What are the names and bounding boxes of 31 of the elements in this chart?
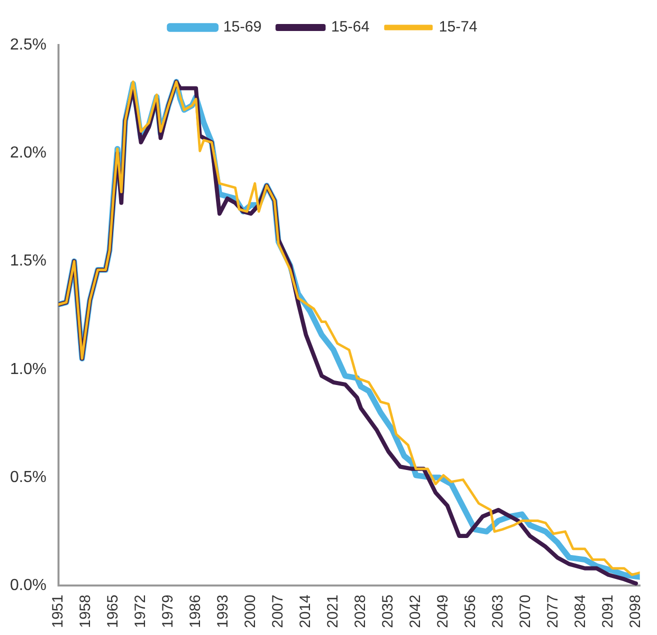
x-tick-label: 2063: [490, 594, 507, 628]
legend-label: 15-74: [438, 18, 478, 36]
x-tick-label: 2077: [544, 594, 562, 628]
y-tick-label: 2.5%: [10, 36, 46, 54]
legend-label: 15-64: [331, 18, 370, 36]
y-tick-label: 0.0%: [10, 577, 46, 594]
x-tick-label: 2049: [434, 594, 452, 628]
x-tick-label: 2070: [517, 594, 534, 628]
x-tick-label: 1972: [132, 594, 150, 628]
y-tick-label: 1.5%: [10, 252, 46, 270]
y-tick-label: 0.5%: [10, 468, 46, 486]
x-tick-label: 1951: [50, 594, 67, 628]
y-tick-label: 1.0%: [10, 360, 46, 378]
x-tick-label: 2000: [242, 594, 260, 628]
legend-label: 15-69: [223, 18, 262, 36]
x-tick-label: 2028: [352, 594, 370, 628]
x-tick-label: 1979: [160, 594, 177, 628]
x-tick-label: 2021: [324, 594, 342, 628]
x-tick-label: 1965: [104, 594, 122, 628]
x-tick-label: 1958: [77, 594, 94, 628]
x-tick-label: 2014: [297, 594, 314, 628]
x-tick-label: 1986: [187, 594, 204, 628]
x-tick-label: 2084: [572, 594, 590, 628]
x-tick-label: 2042: [407, 594, 424, 628]
x-tick-label: 2035: [380, 594, 397, 628]
x-tick-label: 2091: [600, 594, 617, 628]
x-tick-label: 1993: [214, 594, 232, 628]
y-tick-label: 2.0%: [10, 144, 46, 162]
x-tick-label: 2098: [627, 594, 644, 628]
x-tick-label: 2056: [462, 594, 480, 628]
x-tick-label: 2007: [270, 594, 287, 628]
